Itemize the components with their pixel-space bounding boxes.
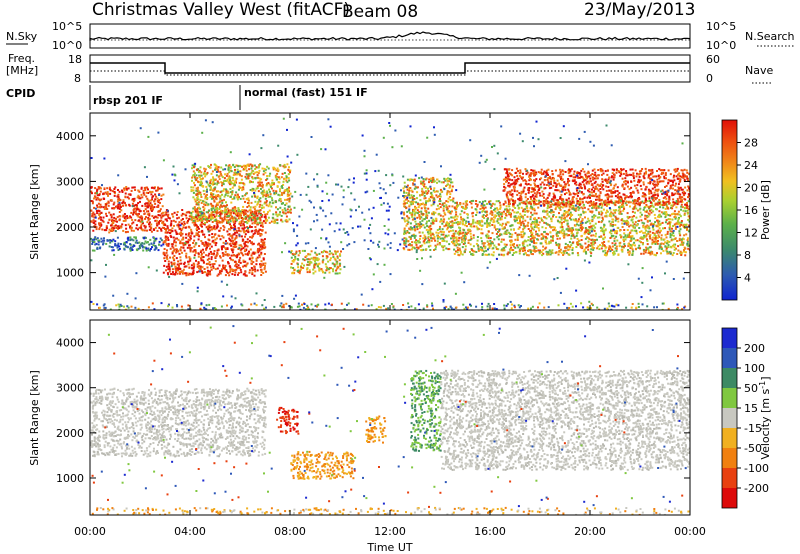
power-colorbar-tick: 16 — [744, 204, 758, 217]
x-axis-ticks: 00:00 04:00 08:00 12:00 16:00 20:00 00:00 — [74, 113, 706, 538]
x-tick-label: 00:00 — [74, 525, 106, 538]
x-tick-label: 04:00 — [174, 525, 206, 538]
radar-title: Christmas Valley West (fitACF) — [92, 0, 350, 20]
y-tick-label: 1000 — [56, 472, 84, 485]
power-colorbar: 4 8 12 16 20 24 28 Power [dB] — [721, 119, 772, 301]
velocity-colorbar-ticks: 200 100 50 15 -15 -50 -100 -200 — [737, 342, 769, 495]
x-tick-label: 12:00 — [374, 525, 406, 538]
freq-trace — [90, 62, 690, 74]
y-tick-label: 4000 — [56, 337, 84, 350]
velocity-colorbar: 200 100 50 15 -15 -50 -100 -200 Velocity [m s-1… — [721, 327, 773, 509]
velocity-y-ticks: 1000 2000 3000 4000 — [56, 337, 690, 485]
nsky-tick-top: 10^5 — [52, 20, 82, 33]
freq-tick-top: 18 — [68, 53, 82, 66]
nsearch-label: N.Search — [745, 30, 795, 43]
velocity-ylabel: Slant Range [km] — [28, 370, 41, 466]
nsky-tick-bottom: 10^0 — [52, 39, 82, 52]
power-panel: 1000 2000 3000 4000 — [56, 112, 691, 311]
x-tick-label: 16:00 — [474, 525, 506, 538]
y-tick-label: 4000 — [56, 130, 84, 143]
x-axis-label: Time UT — [366, 541, 412, 554]
power-y-ticks: 1000 2000 3000 4000 — [56, 130, 690, 280]
velocity-data — [90, 325, 690, 515]
x-tick-label: 00:00 — [674, 525, 706, 538]
velocity-colorbar-tick: 15 — [744, 402, 758, 415]
power-colorbar-ticks: 4 8 12 16 20 24 28 — [737, 137, 758, 285]
nsky-label: N.Sky — [6, 30, 38, 43]
freq-unit: [MHz] — [6, 64, 38, 77]
y-tick-label: 2000 — [56, 221, 84, 234]
power-colorbar-tick: 28 — [744, 137, 758, 150]
power-colorbar-tick: 12 — [744, 227, 758, 240]
nave-tick-bottom: 0 — [706, 72, 713, 85]
velocity-panel: 1000 2000 3000 4000 — [56, 319, 691, 516]
y-tick-label: 1000 — [56, 267, 84, 280]
nave-label: Nave — [745, 64, 773, 77]
nsky-trace — [89, 31, 691, 41]
velocity-colorbar-tick: 200 — [744, 342, 765, 355]
velocity-colorbar-tick: -50 — [744, 442, 762, 455]
power-colorbar-label: Power [dB] — [759, 180, 772, 240]
velocity-colorbar-blocks — [722, 328, 737, 508]
nave-tick-top: 60 — [706, 53, 720, 66]
power-colorbar-tick: 24 — [744, 159, 758, 172]
nave-trace — [90, 70, 690, 76]
nsearch-tick-top: 10^5 — [706, 20, 736, 33]
freq-panel: Freq. [MHz] 18 8 60 0 Nave — [6, 52, 773, 85]
date-label: 23/May/2013 — [584, 0, 696, 20]
velocity-colorbar-tick: 100 — [744, 362, 765, 375]
y-tick-label: 3000 — [56, 382, 84, 395]
velocity-colorbar-tick: -15 — [744, 422, 762, 435]
nsky-panel: N.Sky 10^5 10^0 10^5 10^0 N.Search — [6, 20, 795, 52]
power-colorbar-tick: 20 — [744, 182, 758, 195]
power-colorbar-tick: 4 — [744, 272, 751, 285]
velocity-colorbar-tick: -200 — [744, 482, 769, 495]
freq-label: Freq. — [8, 52, 35, 65]
x-tick-label: 20:00 — [574, 525, 606, 538]
velocity-colorbar-tick: -100 — [744, 462, 769, 475]
x-tick-label: 08:00 — [274, 525, 306, 538]
power-colorbar-tick: 8 — [744, 249, 751, 262]
y-tick-label: 3000 — [56, 175, 84, 188]
cpid-label: CPID — [6, 87, 35, 100]
freq-tick-bottom: 8 — [74, 72, 81, 85]
cpid-panel: CPID rbsp 201 IF normal (fast) 151 IF — [6, 85, 368, 110]
beam-label: Beam 08 — [342, 2, 418, 22]
cpid-segment-2: normal (fast) 151 IF — [244, 86, 368, 99]
power-data — [90, 117, 690, 310]
velocity-colorbar-label: Velocity [m s-1] — [758, 376, 773, 459]
nsearch-tick-bottom: 10^0 — [706, 39, 736, 52]
cpid-segment-1: rbsp 201 IF — [93, 94, 163, 107]
y-tick-label: 2000 — [56, 427, 84, 440]
velocity-colorbar-tick: 50 — [744, 382, 758, 395]
power-ylabel: Slant Range [km] — [28, 164, 41, 260]
